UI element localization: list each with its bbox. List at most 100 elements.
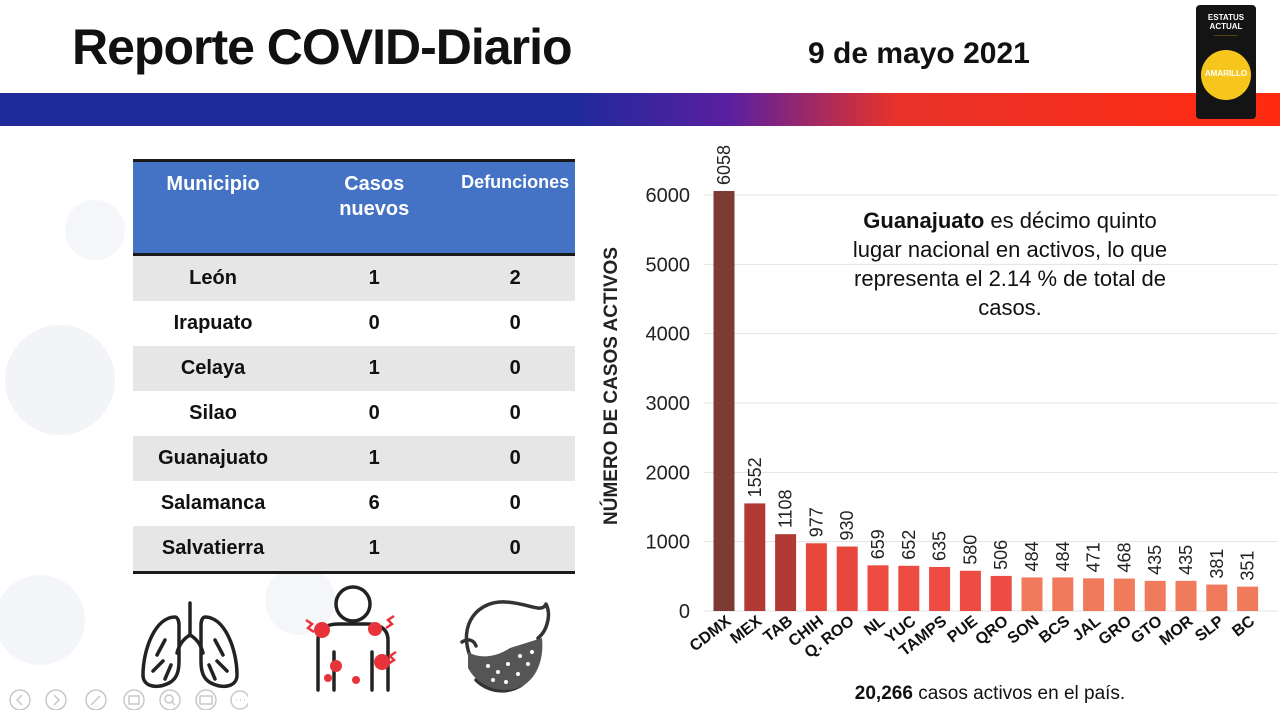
bar-value-label: 484 bbox=[1053, 541, 1073, 571]
y-tick-label: 1000 bbox=[646, 532, 691, 554]
bar bbox=[1206, 584, 1228, 611]
x-tick-label: PUE bbox=[944, 613, 981, 647]
bar bbox=[1144, 580, 1166, 611]
cell-casos: 1 bbox=[293, 254, 456, 301]
x-tick-label: SON bbox=[1005, 613, 1043, 648]
bar bbox=[1113, 578, 1135, 611]
x-tick-label: MEX bbox=[727, 613, 765, 648]
bar-value-label: 471 bbox=[1084, 542, 1104, 572]
bar-value-label: 659 bbox=[868, 529, 888, 559]
chart-bars bbox=[713, 190, 1259, 611]
table-row: Salvatierra 1 0 bbox=[133, 526, 575, 574]
bar bbox=[1052, 577, 1074, 611]
x-tick-label: BC bbox=[1229, 612, 1258, 640]
y-tick-label: 0 bbox=[679, 601, 690, 623]
page-title: Reporte COVID-Diario bbox=[72, 19, 573, 75]
status-semaphore-icon bbox=[1201, 50, 1251, 100]
bar-value-label: 977 bbox=[806, 507, 826, 537]
bar-value-label: 6058 bbox=[714, 145, 734, 185]
x-tick-label: GRO bbox=[1096, 613, 1135, 649]
cell-defunciones: 0 bbox=[455, 526, 575, 574]
cell-defunciones: 0 bbox=[455, 346, 575, 391]
status-label: AMARILLO bbox=[1204, 69, 1248, 78]
cell-casos: 1 bbox=[293, 346, 456, 391]
bar bbox=[1175, 580, 1197, 611]
cell-defunciones: 0 bbox=[455, 301, 575, 346]
table-row: Silao 0 0 bbox=[133, 391, 575, 436]
cell-casos: 0 bbox=[293, 301, 456, 346]
pen-tool-button[interactable] bbox=[85, 689, 107, 710]
bar-value-label: 580 bbox=[960, 535, 980, 565]
cell-municipio: Salvatierra bbox=[133, 526, 294, 574]
bar bbox=[1237, 586, 1259, 611]
cell-casos: 0 bbox=[293, 391, 456, 436]
cell-defunciones: 2 bbox=[455, 254, 575, 301]
bar bbox=[713, 190, 735, 611]
status-badge: ESTATUS ACTUAL —————— AMARILLO bbox=[1196, 5, 1256, 119]
slides-view-button[interactable] bbox=[123, 689, 145, 710]
table-row: Irapuato 0 0 bbox=[133, 301, 575, 346]
bar-value-label: 652 bbox=[899, 530, 919, 560]
bar bbox=[836, 546, 858, 611]
x-tick-label: MOR bbox=[1157, 612, 1197, 649]
bar bbox=[867, 565, 889, 611]
cell-municipio: Irapuato bbox=[133, 301, 294, 346]
active-cases-bar-chart: 0 1000 2000 3000 4000 5000 6000 6058 1552 1108 97… bbox=[600, 145, 1278, 662]
cell-defunciones: 0 bbox=[455, 436, 575, 481]
more-options-button[interactable] bbox=[230, 690, 248, 710]
status-heading: ESTATUS ACTUAL bbox=[1207, 13, 1245, 31]
bar-value-label: 930 bbox=[837, 510, 857, 540]
bar bbox=[805, 543, 827, 611]
municipio-table: Municipio Casos nuevos Defunciones León 1… bbox=[133, 159, 575, 574]
zoom-button[interactable] bbox=[159, 689, 181, 710]
x-tick-label: SLP bbox=[1192, 613, 1227, 646]
cell-casos: 1 bbox=[293, 436, 456, 481]
bar bbox=[959, 570, 981, 611]
bar bbox=[744, 503, 766, 611]
bar bbox=[898, 565, 920, 611]
cell-casos: 1 bbox=[293, 526, 456, 574]
table-row: Celaya 1 0 bbox=[133, 346, 575, 391]
bar-value-labels: 6058 1552 1108 977 930 659 652 635 580 506 484 484 4… bbox=[714, 145, 1258, 581]
next-slide-button[interactable] bbox=[45, 689, 67, 710]
bar-value-label: 381 bbox=[1207, 549, 1227, 579]
y-tick-label: 4000 bbox=[646, 324, 691, 346]
presentation-controls bbox=[9, 689, 248, 710]
status-subtext: —————— bbox=[1214, 32, 1238, 37]
cell-municipio: Guanajuato bbox=[133, 436, 294, 481]
chart-annotation: Guanajuato es décimo quinto lugar nacion… bbox=[852, 208, 1168, 320]
bar-value-label: 435 bbox=[1145, 545, 1165, 575]
bar-value-label: 1108 bbox=[776, 489, 796, 528]
y-axis-label: NÚMERO DE CASOS ACTIVOS bbox=[600, 247, 622, 525]
body-pain-icon bbox=[305, 585, 397, 692]
cell-municipio: Silao bbox=[133, 391, 294, 436]
national-total: 20,266 casos activos en el país. bbox=[854, 683, 1126, 704]
bar-value-label: 635 bbox=[930, 531, 950, 561]
x-tick-label: BCS bbox=[1036, 613, 1073, 647]
subtitles-button[interactable] bbox=[195, 689, 217, 710]
bar bbox=[929, 566, 951, 611]
y-tick-label: 2000 bbox=[646, 462, 691, 484]
cell-defunciones: 0 bbox=[455, 391, 575, 436]
bar bbox=[1083, 578, 1105, 611]
cell-municipio: León bbox=[133, 254, 294, 301]
y-tick-label: 5000 bbox=[646, 254, 691, 276]
bar-value-label: 1552 bbox=[745, 457, 765, 497]
header-defunciones: Defunciones bbox=[455, 159, 575, 256]
cell-casos: 6 bbox=[293, 481, 456, 526]
report-date: 9 de mayo 2021 bbox=[808, 37, 1030, 70]
bar-value-label: 506 bbox=[991, 540, 1011, 570]
face-mask-icon bbox=[460, 600, 551, 693]
lungs-icon bbox=[141, 601, 239, 689]
prev-slide-button[interactable] bbox=[9, 689, 31, 710]
header-casos: Casos nuevos bbox=[293, 159, 456, 256]
cell-municipio: Salamanca bbox=[133, 481, 294, 526]
bar bbox=[990, 575, 1012, 611]
x-tick-label: GTO bbox=[1128, 613, 1166, 648]
table-row: León 1 2 bbox=[133, 254, 575, 301]
bar-value-label: 435 bbox=[1176, 545, 1196, 575]
y-tick-label: 6000 bbox=[646, 185, 691, 207]
cell-municipio: Celaya bbox=[133, 346, 294, 391]
